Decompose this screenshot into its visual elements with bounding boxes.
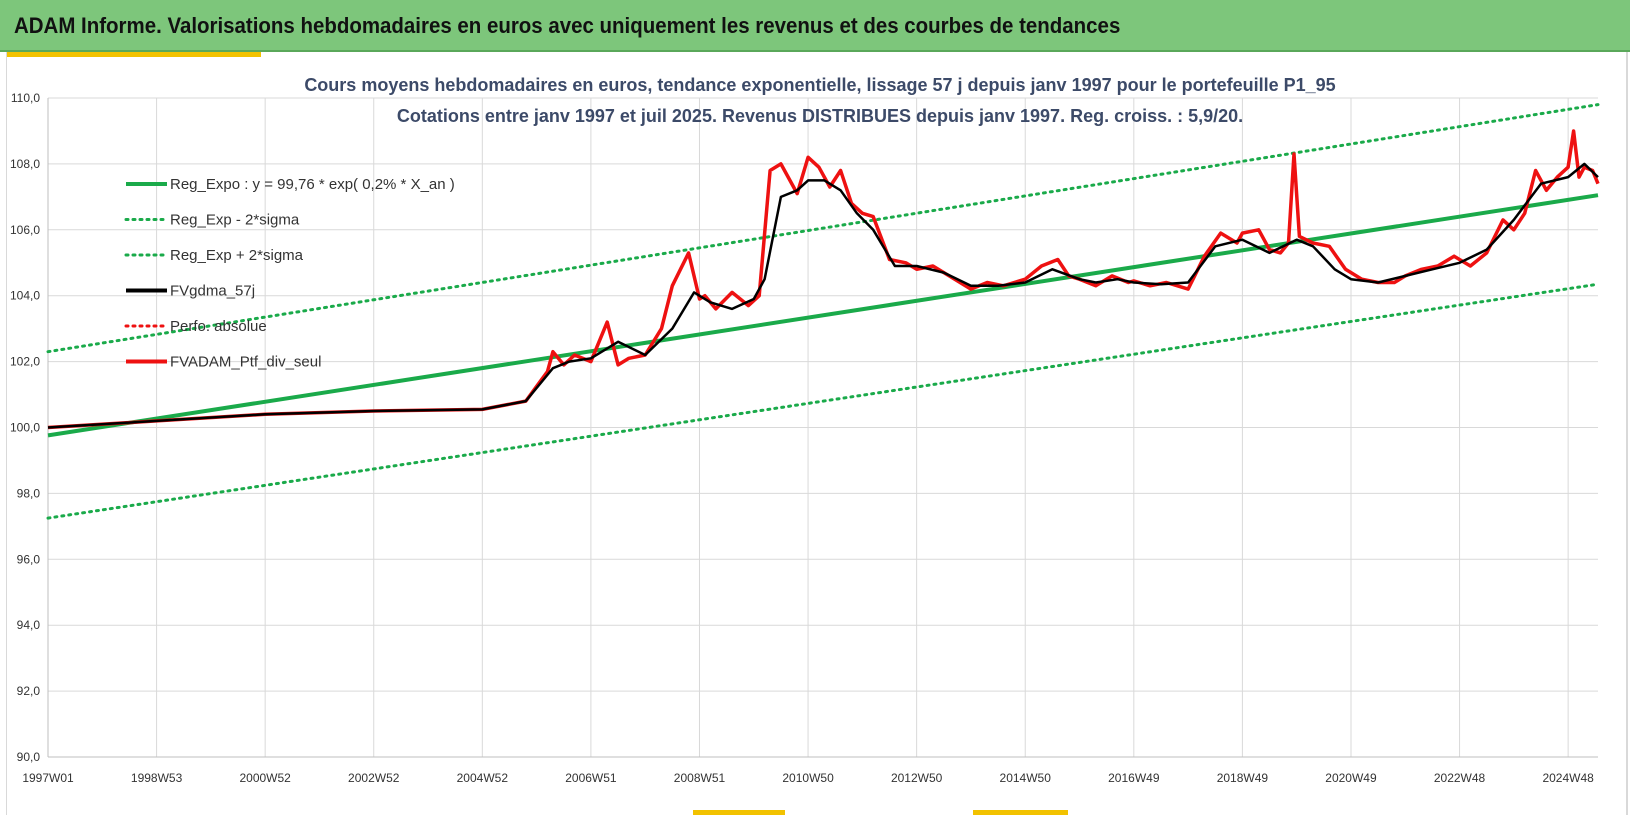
accent-bar-top (6, 52, 261, 57)
x-tick-label: 1998W53 (131, 771, 183, 785)
y-tick-label: 106,0 (10, 223, 40, 237)
accent-bar-bottom-1 (693, 810, 785, 815)
y-tick-label: 98,0 (17, 486, 41, 500)
chart-grid (47, 97, 1598, 758)
x-tick-label: 2016W49 (1108, 771, 1160, 785)
x-tick-label: 2014W50 (1000, 771, 1052, 785)
x-tick-label: 2024W48 (1542, 771, 1594, 785)
x-tick-label: 2004W52 (457, 771, 509, 785)
x-tick-label: 2020W49 (1325, 771, 1377, 785)
chart-title: Cours moyens hebdomadaires en euros, ten… (304, 75, 1335, 95)
x-tick-label: 2010W50 (782, 771, 834, 785)
legend-reg-plus-2sigma-label: Reg_Exp + 2*sigma (170, 247, 304, 264)
x-tick-label: 2002W52 (348, 771, 400, 785)
reg-plus-2sigma-line (46, 103, 1600, 354)
report-banner: ADAM Informe. Valorisations hebdomadaire… (0, 0, 1630, 52)
reg-minus-2sigma-line (46, 282, 1600, 520)
legend-fvadam-ptf-label: FVADAM_Ptf_div_seul (170, 354, 321, 371)
fvadam-ptf-line (47, 129, 1600, 430)
y-tick-label: 90,0 (17, 750, 41, 764)
y-tick-label: 102,0 (10, 355, 40, 369)
x-tick-label: 2008W51 (674, 771, 726, 785)
x-tick-label: 2012W50 (891, 771, 943, 785)
y-tick-label: 92,0 (17, 684, 41, 698)
chart-axes: 90,0 92,0 94,0 96,0 98,0 100,0 102,0 104,0 106,0… (10, 91, 1598, 785)
legend-reg-expo-label: Reg_Expo : y = 99,76 * exp( 0,2% * X_an … (170, 176, 455, 193)
accent-bar-bottom-2 (973, 810, 1068, 815)
chart-legend: Reg_Expo : y = 99,76 * exp( 0,2% * X_an … (124, 176, 455, 371)
x-tick-label: 2022W48 (1434, 771, 1486, 785)
legend-perfo-absolue-label: Perfo. absolue (170, 318, 267, 335)
y-tick-label: 96,0 (17, 552, 41, 566)
frame-left-border (0, 52, 7, 815)
y-tick-label: 110,0 (11, 91, 40, 105)
frame-right-border (1626, 52, 1628, 815)
reg-expo-line (47, 193, 1599, 438)
chart-subtitle: Cotations entre janv 1997 et juil 2025. … (397, 106, 1243, 126)
fvgdma-57j-line (47, 162, 1599, 429)
chart-series (46, 103, 1600, 520)
y-tick-label: 104,0 (10, 289, 40, 303)
x-tick-label: 1997W01 (22, 771, 74, 785)
x-tick-label: 2018W49 (1217, 771, 1269, 785)
y-tick-label: 100,0 (10, 421, 40, 435)
x-tick-label: 2000W52 (239, 771, 291, 785)
legend-reg-minus-2sigma-label: Reg_Exp - 2*sigma (170, 212, 300, 229)
x-tick-label: 2006W51 (565, 771, 617, 785)
report-title: ADAM Informe. Valorisations hebdomadaire… (14, 13, 1121, 38)
legend-fvgdma-57j-label: FVgdma_57j (170, 283, 255, 300)
y-tick-label: 108,0 (10, 157, 40, 171)
y-tick-label: 94,0 (17, 618, 41, 632)
